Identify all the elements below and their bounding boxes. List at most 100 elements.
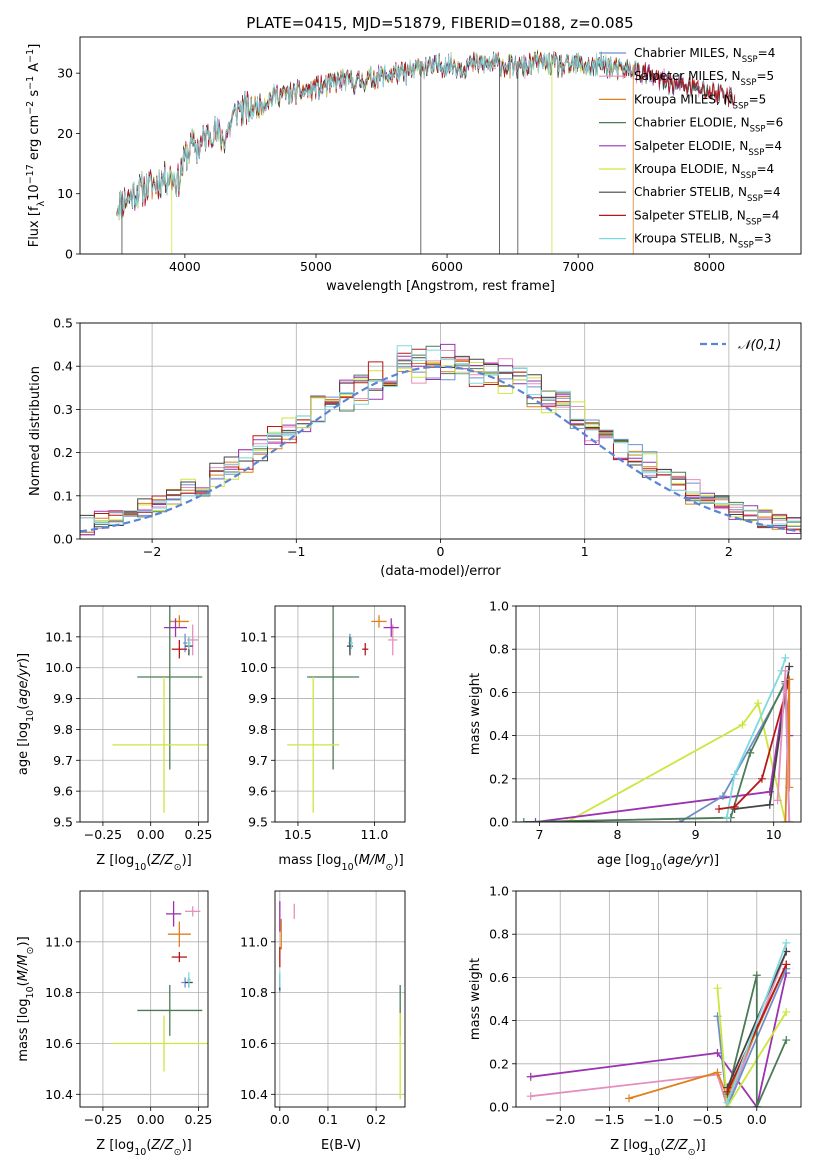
weight-marker — [526, 1072, 535, 1081]
y-tick-label: 0.4 — [489, 1013, 509, 1028]
weight-marker — [781, 818, 790, 822]
x-tick-label: 0.00 — [137, 827, 165, 842]
y-tick-label: 0.5 — [53, 316, 73, 331]
data-point — [186, 972, 191, 988]
y-tick-label: 10.1 — [240, 629, 268, 644]
x-axis-label: mass [log10(M/M⊙)] — [278, 853, 403, 873]
data-point — [185, 906, 201, 917]
weight-marker — [713, 984, 722, 993]
x-axis-label: wavelength [Angstrom, rest frame] — [326, 279, 555, 294]
data-point — [137, 985, 203, 1036]
weight-series — [723, 960, 791, 1096]
figure-title: PLATE=0415, MJD=51879, FIBERID=0188, z=0… — [246, 14, 633, 32]
normal-curve — [80, 365, 801, 533]
x-tick-label: 0.25 — [185, 827, 213, 842]
x-tick-label: 7000 — [562, 259, 594, 274]
legend-entry: Kroupa MILES, NSSP=5 — [634, 92, 766, 111]
y-axis-label: age [log10(age/yr)] — [16, 653, 36, 775]
legend-entry: 𝒩(0,1) — [738, 338, 781, 353]
x-tick-label: −0.5 — [692, 1112, 722, 1127]
data-point — [112, 676, 208, 813]
weight-series — [531, 684, 794, 822]
weight-vs-metallicity-panel: −2.0 −1.5 −1.0 −0.5 0.0 0.0 0.2 0.4 0.6 0.8 1.0 mas… — [468, 884, 802, 1158]
x-tick-label: 5000 — [300, 259, 332, 274]
weight-series — [773, 666, 794, 822]
data-point — [171, 951, 187, 963]
axes-frame — [274, 605, 406, 823]
age-vs-metallicity-panel: −0.25 0.00 0.25 9.5 9.6 9.7 9.8 9.9 10.0 10.1 Z [l… — [16, 605, 213, 873]
weight-marker — [713, 1049, 722, 1057]
weight-marker — [718, 792, 727, 801]
y-tick-label: 10.8 — [240, 985, 268, 1000]
plot-area — [112, 901, 208, 1072]
x-axis-label: E(B-V) — [321, 1138, 361, 1153]
legend-entry: Chabrier MILES, NSSP=4 — [634, 46, 775, 65]
spectrum-line — [116, 51, 637, 219]
data-point — [137, 606, 203, 770]
axes-frame — [79, 322, 802, 540]
y-tick-label: 10.4 — [240, 1087, 268, 1102]
legend-entry: Salpeter STELIB, NSSP=4 — [634, 208, 779, 227]
data-point — [186, 636, 191, 650]
legend-entry: Chabrier STELIB, NSSP=4 — [634, 185, 781, 204]
y-tick-label: 0.8 — [489, 642, 509, 657]
data-point — [388, 624, 398, 656]
weight-marker — [713, 1068, 722, 1077]
y-tick-label: 10.1 — [45, 629, 73, 644]
x-axis-label: Z [log10(Z/Z⊙)] — [96, 1138, 191, 1158]
spectrum-legend: Chabrier MILES, NSSP=4 Salpeter MILES, NS… — [599, 46, 783, 251]
x-tick-label: 0.2 — [366, 1112, 386, 1127]
y-tick-label: 0.1 — [53, 488, 73, 503]
data-point — [371, 615, 387, 628]
weight-marker — [782, 1007, 791, 1016]
y-axis-label: Normed distribution — [28, 366, 43, 496]
plot-area — [287, 606, 399, 813]
y-tick-label: 0.0 — [489, 1100, 509, 1115]
weight-marker — [773, 796, 782, 805]
legend-entry: Kroupa STELIB, NSSP=3 — [634, 232, 772, 251]
weight-marker — [752, 971, 761, 980]
weight-series — [722, 653, 790, 822]
y-tick-label: 0 — [65, 247, 73, 262]
weight-marker — [754, 699, 763, 708]
weight-marker — [765, 800, 774, 809]
mass-vs-ebv-panel: 0.0 0.1 0.2 10.4 10.6 10.8 11.0 E(B-V) — [240, 890, 406, 1153]
data-point — [164, 618, 187, 637]
y-tick-label: 20 — [57, 126, 73, 141]
weight-marker — [782, 938, 791, 947]
axes-frame — [515, 605, 802, 823]
y-tick-label: 10.4 — [45, 1087, 73, 1102]
weight-marker — [519, 818, 528, 822]
x-tick-label: 0.1 — [318, 1112, 338, 1127]
weight-marker — [782, 1036, 791, 1045]
y-tick-label: 9.6 — [53, 784, 73, 799]
data-point — [307, 606, 360, 770]
plot-area — [80, 343, 801, 536]
axes-frame — [515, 890, 802, 1108]
x-tick-label: 8 — [614, 827, 622, 842]
x-tick-label: −2.0 — [545, 1112, 575, 1127]
weight-series — [519, 677, 790, 822]
y-tick-label: 0.2 — [489, 771, 509, 786]
y-tick-label: 0.6 — [489, 685, 509, 700]
x-tick-label: 0.00 — [137, 1112, 165, 1127]
y-tick-label: 30 — [57, 66, 73, 81]
x-axis-label: Z [log10(Z/Z⊙)] — [96, 853, 191, 873]
weight-marker — [781, 666, 790, 675]
x-tick-label: 0.25 — [185, 1112, 213, 1127]
y-tick-label: 10.6 — [45, 1036, 73, 1051]
y-tick-label: 9.5 — [53, 815, 73, 830]
y-tick-label: 9.8 — [53, 722, 73, 737]
weight-marker — [715, 805, 724, 814]
data-point — [171, 639, 187, 659]
y-tick-label: 10.6 — [240, 1036, 268, 1051]
y-tick-label: 9.9 — [248, 691, 268, 706]
weight-marker — [782, 960, 791, 969]
weight-series — [723, 938, 791, 1107]
x-tick-label: 9 — [692, 827, 700, 842]
x-tick-label: −2 — [143, 544, 161, 559]
y-tick-label: 0.0 — [489, 815, 509, 830]
x-tick-label: 10.5 — [284, 827, 312, 842]
mass-vs-metallicity-panel: −0.25 0.00 0.25 10.4 10.6 10.8 11.0 Z [log10(Z/… — [16, 890, 213, 1158]
